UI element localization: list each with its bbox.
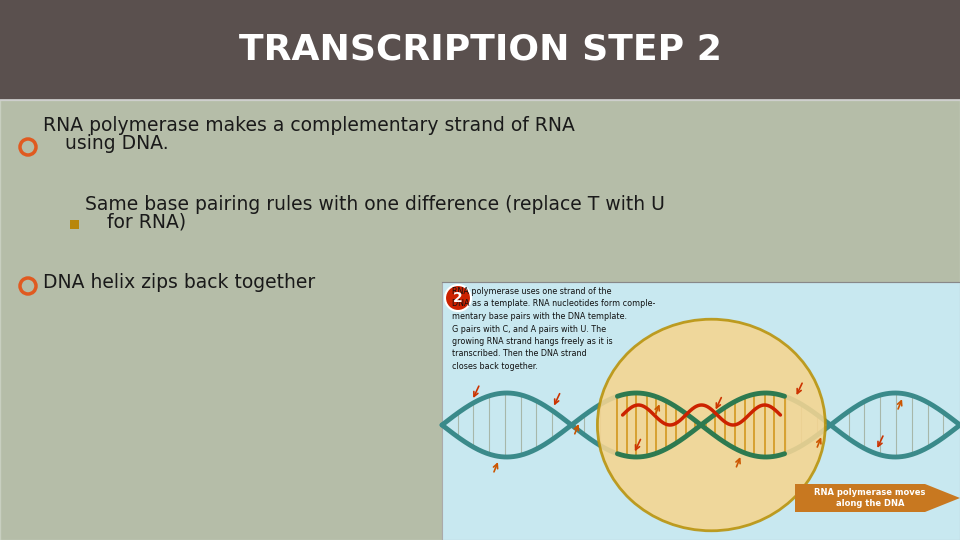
Ellipse shape: [597, 319, 826, 531]
Text: Same base pairing rules with one difference (replace T with U: Same base pairing rules with one differe…: [85, 195, 665, 214]
FancyBboxPatch shape: [0, 100, 960, 540]
FancyBboxPatch shape: [0, 0, 960, 100]
Text: 2: 2: [453, 291, 463, 305]
Text: RNA polymerase makes a complementary strand of RNA: RNA polymerase makes a complementary str…: [43, 116, 575, 135]
Text: using DNA.: using DNA.: [65, 134, 169, 153]
Text: RNA polymerase moves
along the DNA: RNA polymerase moves along the DNA: [814, 488, 925, 508]
FancyBboxPatch shape: [442, 282, 960, 540]
FancyBboxPatch shape: [70, 219, 79, 228]
Polygon shape: [795, 484, 960, 512]
Text: DNA helix zips back together: DNA helix zips back together: [43, 273, 315, 293]
Text: RNA polymerase uses one strand of the
DNA as a template. RNA nucleotides form co: RNA polymerase uses one strand of the DN…: [452, 287, 656, 371]
Circle shape: [445, 285, 471, 311]
Text: TRANSCRIPTION STEP 2: TRANSCRIPTION STEP 2: [239, 33, 721, 67]
Text: for RNA): for RNA): [107, 213, 186, 232]
